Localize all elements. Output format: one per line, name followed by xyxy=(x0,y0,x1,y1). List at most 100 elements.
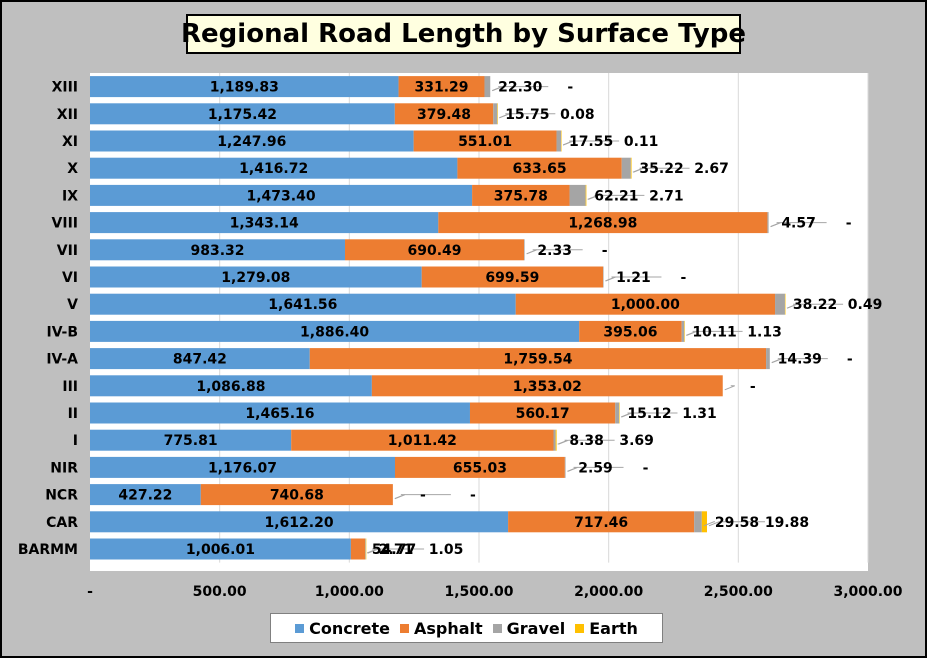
bar-segment-concrete xyxy=(90,239,346,261)
data-label-asphalt: 1,000.00 xyxy=(611,297,680,313)
legend-item-earth: Earth xyxy=(575,619,638,638)
data-label-earth: 0.49 xyxy=(848,297,883,313)
data-label-earth: 3.69 xyxy=(619,433,654,449)
bar-segment-gravel xyxy=(766,348,770,370)
data-label-concrete: 1,465.16 xyxy=(245,406,314,422)
bar-segment-asphalt xyxy=(309,348,767,370)
y-tick-label: III xyxy=(62,379,78,395)
bar-segment-asphalt xyxy=(413,130,557,152)
data-label-concrete: 1,175.42 xyxy=(208,107,277,123)
bar-segment-earth xyxy=(619,402,620,424)
leader-line xyxy=(499,113,556,119)
y-tick-label: NIR xyxy=(50,460,78,476)
y-tick-label: BARMM xyxy=(18,542,78,558)
data-label-concrete: 1,086.88 xyxy=(196,379,265,395)
leader-line xyxy=(567,466,624,472)
leader-line xyxy=(558,439,615,445)
data-label-earth: - xyxy=(681,270,687,286)
bar-segment-concrete xyxy=(90,293,516,315)
bar-segment-asphalt xyxy=(371,375,723,397)
data-label-gravel: 8.38 xyxy=(569,433,604,449)
bar-segment-concrete xyxy=(90,212,439,234)
bar-segment-concrete xyxy=(90,130,414,152)
bar-segment-concrete xyxy=(90,484,201,506)
y-tick-label: XI xyxy=(62,134,78,150)
data-label-gravel: 29.58 xyxy=(715,515,759,531)
bar-segment-concrete xyxy=(90,456,395,478)
legend-label: Concrete xyxy=(309,618,390,638)
bar-segment-earth xyxy=(365,538,367,560)
y-tick-label: VI xyxy=(62,270,78,286)
y-tick-label: VII xyxy=(57,243,78,259)
data-label-gravel: 1.21 xyxy=(616,270,651,286)
bar-segment-asphalt xyxy=(200,484,393,506)
bar-segment-concrete xyxy=(90,157,458,179)
bar-segment-asphalt xyxy=(457,157,622,179)
bar-segment-gravel xyxy=(569,184,586,206)
data-label-asphalt: 699.59 xyxy=(485,270,539,286)
x-tick-label: 3,000.00 xyxy=(833,584,902,600)
bar-segment-asphalt xyxy=(579,320,682,342)
y-tick-label: II xyxy=(68,406,78,422)
data-label-concrete: 1,416.72 xyxy=(239,161,308,177)
data-label-earth: - xyxy=(846,216,852,232)
data-label-earth: 2.67 xyxy=(694,161,729,177)
bar-segment-gravel xyxy=(694,511,702,533)
bar-segment-concrete xyxy=(90,429,292,451)
data-label-asphalt: 375.78 xyxy=(494,188,548,204)
data-label-concrete: 1,189.83 xyxy=(210,80,279,96)
data-label-earth: 0.11 xyxy=(624,134,659,150)
data-label-concrete: 1,343.14 xyxy=(230,216,299,232)
x-tick-label: 1,500.00 xyxy=(444,584,513,600)
bar-segment-gravel xyxy=(615,402,620,424)
data-label-earth: - xyxy=(847,352,853,368)
leader-line xyxy=(492,86,549,92)
legend-item-gravel: Gravel xyxy=(492,619,565,638)
bar-segment-asphalt xyxy=(438,212,768,234)
data-label-asphalt: 379.48 xyxy=(417,107,471,123)
data-label-asphalt: 740.68 xyxy=(270,488,324,504)
leader-line xyxy=(621,412,678,418)
leader-line xyxy=(686,330,743,336)
bar-segment-gravel xyxy=(553,429,556,451)
bar-segment-earth xyxy=(561,130,562,152)
data-label-asphalt: 655.03 xyxy=(453,460,507,476)
bar-segment-gravel xyxy=(681,320,685,342)
legend-swatch xyxy=(492,623,502,633)
data-label-gravel: - xyxy=(750,379,756,395)
bar-segment-gravel xyxy=(621,157,631,179)
bar-segment-asphalt xyxy=(350,538,366,560)
bar-segment-concrete xyxy=(90,76,399,98)
bar-segment-earth xyxy=(701,511,707,533)
data-label-gravel: 35.22 xyxy=(639,161,683,177)
data-label-asphalt: 1,268.98 xyxy=(568,216,637,232)
bar-segment-asphalt xyxy=(508,511,695,533)
x-tick-label: 500.00 xyxy=(193,584,247,600)
leader-line xyxy=(588,194,645,200)
data-label-earth: - xyxy=(643,460,649,476)
leader-line xyxy=(724,385,735,391)
data-label-asphalt: 690.49 xyxy=(408,243,462,259)
bar-segment-concrete xyxy=(90,266,422,288)
bar-segment-asphalt xyxy=(469,402,616,424)
data-label-concrete: 1,886.40 xyxy=(300,324,369,340)
bar-segment-gravel xyxy=(775,293,785,315)
legend-swatch xyxy=(399,623,409,633)
bar-segment-concrete xyxy=(90,103,395,125)
leader-line xyxy=(703,521,715,527)
bar-segment-gravel xyxy=(524,239,525,261)
data-label-earth: - xyxy=(470,488,476,504)
legend-label: Asphalt xyxy=(413,618,483,638)
data-label-asphalt: 331.29 xyxy=(415,80,469,96)
bar-segment-asphalt xyxy=(291,429,554,451)
data-label-gravel: - xyxy=(420,488,426,504)
y-tick-label: NCR xyxy=(45,488,78,504)
leader-line xyxy=(708,521,765,527)
legend-swatch xyxy=(575,623,585,633)
data-label-asphalt: 560.17 xyxy=(516,406,570,422)
bar-segment-asphalt xyxy=(394,103,494,125)
data-label-concrete: 847.42 xyxy=(173,352,227,368)
x-tick-label: 2,500.00 xyxy=(704,584,773,600)
bar-segment-concrete xyxy=(90,538,351,560)
